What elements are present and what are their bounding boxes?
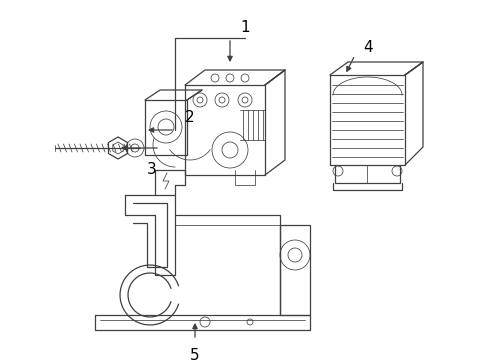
Text: 5: 5 [190, 348, 200, 360]
Text: 4: 4 [363, 40, 372, 55]
Text: 3: 3 [147, 162, 157, 177]
Text: 2: 2 [184, 111, 194, 126]
Text: 1: 1 [240, 21, 249, 36]
